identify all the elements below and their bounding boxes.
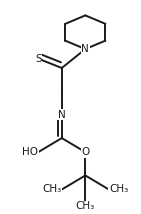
Text: CH₃: CH₃ [76,201,95,211]
Text: N: N [58,110,66,120]
Text: CH₃: CH₃ [43,184,62,195]
Text: S: S [35,54,42,64]
Text: O: O [81,147,89,157]
Text: N: N [81,44,89,54]
Text: CH₃: CH₃ [109,184,128,195]
Text: HO: HO [22,147,38,157]
